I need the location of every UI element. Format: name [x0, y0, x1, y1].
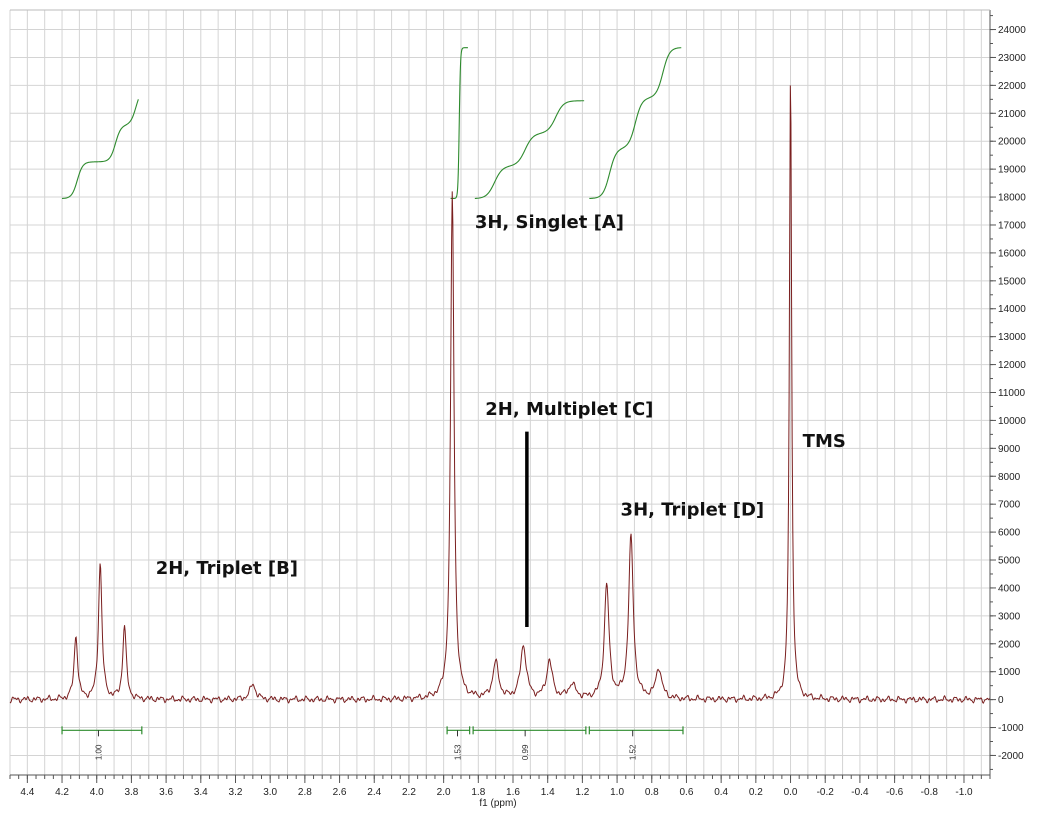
x-tick-label: 3.6 [159, 787, 173, 798]
y-tick-label: 9000 [998, 444, 1021, 455]
y-tick-label: 6000 [998, 528, 1021, 539]
y-tick-label: 2000 [998, 639, 1021, 650]
y-tick-label: 13000 [998, 332, 1026, 343]
grid [9, 10, 990, 775]
integral-value-label: 1.53 [454, 744, 463, 760]
y-tick-label: 18000 [998, 193, 1026, 204]
x-tick-label: 2.2 [402, 787, 416, 798]
peak-annotations: 2H, Triplet [B] 3H, Singlet [A] 2H, Multip… [156, 212, 846, 579]
y-tick-label: -1000 [998, 723, 1024, 734]
x-tick-label: 1.0 [610, 787, 624, 798]
x-tick-label: 1.2 [575, 787, 589, 798]
y-tick-label: 14000 [998, 304, 1026, 315]
x-tick-label: 3.0 [263, 787, 277, 798]
integral-value-label: 1.00 [94, 744, 103, 760]
y-tick-label: 20000 [998, 137, 1026, 148]
y-tick-label: 11000 [998, 388, 1026, 399]
x-tick-label: 1.8 [471, 787, 485, 798]
y-tick-label: 16000 [998, 248, 1026, 259]
y-tick-label: 4000 [998, 583, 1021, 594]
x-tick-label: 3.8 [124, 787, 138, 798]
y-tick-label: 0 [998, 695, 1004, 706]
x-tick-label: 4.4 [20, 787, 34, 798]
x-tick-label: 1.6 [506, 787, 520, 798]
y-tick-label: 10000 [998, 416, 1026, 427]
x-tick-label: 2.4 [367, 787, 381, 798]
y-tick-label: 3000 [998, 611, 1021, 622]
integral-curves [62, 47, 682, 200]
integral-bars: 1.00 1.53 0.99 1.52 [61, 726, 684, 760]
y-tick-label: 1000 [998, 667, 1021, 678]
x-tick-label: 0.6 [680, 787, 694, 798]
spectrum-trace [9, 85, 991, 705]
x-tick-label: -0.4 [851, 787, 869, 798]
integral-curve [62, 99, 139, 200]
y-tick-label: 17000 [998, 220, 1026, 231]
y-tick-label: 7000 [998, 500, 1021, 511]
x-tick-label: -0.8 [921, 787, 939, 798]
x-tick-label: 1.4 [541, 787, 555, 798]
x-axis-label: f1 (ppm) [479, 798, 516, 809]
peak-annotation: 2H, Triplet [B] [156, 558, 298, 579]
x-tick-label: -0.2 [817, 787, 835, 798]
y-tick-label: 5000 [998, 556, 1021, 567]
integral-curve [589, 47, 682, 200]
integral-value-label: 1.52 [629, 744, 638, 760]
x-tick-label: 3.2 [229, 787, 243, 798]
y-tick-label: 19000 [998, 165, 1026, 176]
x-tick-label: 3.4 [194, 787, 208, 798]
peak-annotation: 2H, Multiplet [C] [485, 399, 653, 420]
y-tick-label: 8000 [998, 472, 1021, 483]
integral-curve [474, 100, 585, 200]
y-tick-label: -2000 [998, 751, 1024, 762]
peak-annotation: TMS [803, 431, 846, 452]
y-tick-label: 24000 [998, 25, 1026, 36]
x-tick-label: 4.2 [55, 787, 69, 798]
peak-annotation: 3H, Triplet [D] [621, 499, 765, 520]
y-tick-label: 22000 [998, 81, 1026, 92]
x-tick-label: 0.8 [645, 787, 659, 798]
x-tick-label: 0.0 [784, 787, 798, 798]
y-tick-label: 21000 [998, 109, 1026, 120]
y-tick-label: 15000 [998, 276, 1026, 287]
y-tick-label: 23000 [998, 53, 1026, 64]
x-tick-label: 2.6 [333, 787, 347, 798]
integral-value-label: 0.99 [521, 744, 530, 760]
x-tick-label: 0.2 [749, 787, 763, 798]
x-tick-label: 0.4 [714, 787, 728, 798]
peak-annotation: 3H, Singlet [A] [475, 212, 624, 233]
x-tick-label: 2.0 [437, 787, 451, 798]
integral-curve [450, 47, 468, 200]
y-tick-label: 12000 [998, 360, 1026, 371]
spectrum-line [9, 85, 991, 705]
axes: 4.4 4.2 4.0 3.8 3.6 3.4 3.2 3.0 2.8 2.6 2.4 2.2 2.0 1… [9, 9, 1026, 798]
x-tick-label: 2.8 [298, 787, 312, 798]
x-tick-label: -1.0 [955, 787, 973, 798]
x-tick-label: 4.0 [90, 787, 104, 798]
x-tick-label: -0.6 [886, 787, 904, 798]
